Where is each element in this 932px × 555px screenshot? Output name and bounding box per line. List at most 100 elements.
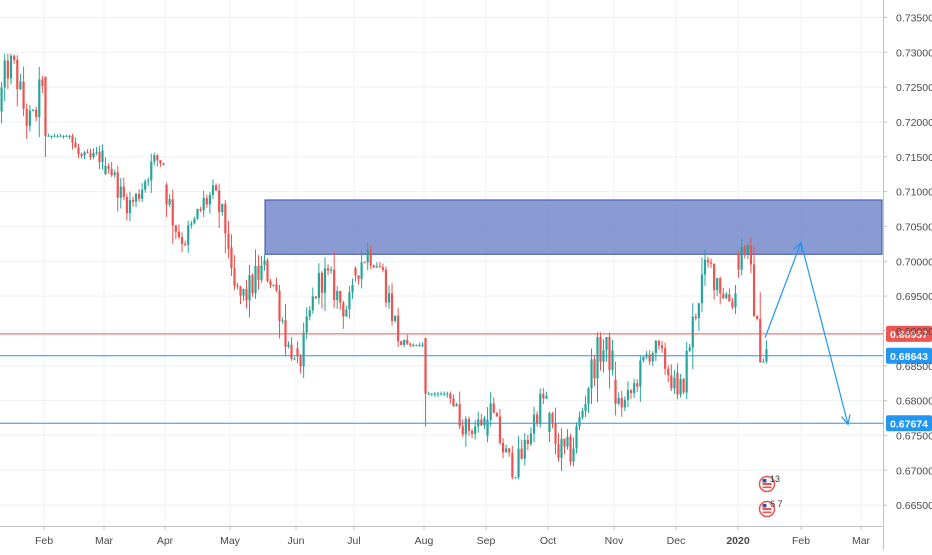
candle: [554, 407, 557, 455]
candle: [348, 285, 351, 319]
event-markers-layer: 13 6 7: [758, 474, 783, 518]
candle: [317, 263, 320, 305]
candle-body: [514, 477, 517, 479]
candle-body: [409, 343, 412, 345]
candle: [731, 297, 734, 310]
candle: [134, 192, 138, 207]
candle-body: [682, 378, 685, 393]
candle-body: [626, 390, 630, 400]
event-marker: 6 7: [758, 499, 783, 518]
candle: [560, 428, 563, 472]
candle-body: [141, 189, 144, 199]
candle: [483, 416, 486, 430]
candle-body: [749, 245, 753, 265]
candle-body: [614, 379, 617, 404]
candle-body: [455, 404, 458, 407]
candle-body: [694, 316, 697, 319]
candle-body: [351, 285, 354, 293]
candle-body: [83, 152, 86, 156]
x-tick-label: Mar: [95, 535, 114, 547]
candle-body: [89, 153, 92, 158]
price-lines-layer: [0, 333, 883, 424]
x-tick-label: Aug: [415, 535, 434, 547]
candle-body: [196, 208, 199, 219]
candle-body: [31, 109, 35, 111]
candle-body: [566, 436, 569, 447]
candle-body: [56, 135, 59, 137]
candle: [323, 257, 327, 312]
candle: [208, 191, 211, 214]
y-tick-label: 0.72000: [896, 117, 932, 129]
candle: [563, 438, 566, 455]
candle: [92, 148, 95, 160]
support-level-1-label-bg: [886, 347, 932, 364]
candle-body: [390, 293, 394, 321]
candle: [759, 292, 762, 363]
candle: [147, 177, 150, 187]
candle-body: [193, 218, 196, 224]
candle-body: [211, 185, 215, 195]
candle-body: [731, 301, 734, 308]
candle: [363, 261, 366, 264]
candle: [486, 407, 489, 443]
candle-body: [208, 194, 211, 205]
y-tick-label: 0.68500: [896, 361, 932, 373]
candle: [740, 238, 743, 276]
current-price-label: 0.68957: [890, 329, 928, 341]
candle: [446, 391, 449, 398]
candle: [676, 363, 679, 400]
candle-body: [245, 288, 248, 301]
candle-body: [474, 426, 477, 434]
candle-body: [269, 281, 272, 286]
candle: [122, 177, 125, 201]
candle: [31, 109, 35, 112]
candle: [284, 304, 287, 356]
candle-body: [393, 315, 397, 321]
candle: [664, 342, 667, 376]
candle: [330, 266, 333, 274]
candle-body: [168, 199, 171, 205]
candle: [449, 391, 452, 404]
candle-body: [147, 180, 150, 182]
candle: [86, 149, 89, 154]
candle-body: [44, 76, 47, 136]
candle: [642, 356, 645, 363]
candle-body: [314, 296, 317, 299]
candle: [80, 152, 83, 159]
candle: [98, 145, 101, 170]
candle-body: [740, 247, 743, 270]
candle-body: [369, 249, 372, 266]
candle-body: [278, 290, 281, 321]
candle-body: [230, 247, 233, 269]
candle-body: [62, 135, 65, 137]
candle: [372, 264, 375, 269]
candle-body: [560, 438, 563, 458]
candle-body: [605, 336, 608, 351]
current-price-label-bg: [886, 325, 932, 342]
candle: [746, 243, 749, 260]
x-tick-label: Feb: [792, 535, 810, 547]
candle-body: [92, 152, 95, 158]
candle-body: [461, 426, 464, 435]
candle-body: [575, 426, 578, 449]
projection-arrowhead-up: [793, 241, 803, 253]
candle-body: [0, 87, 3, 112]
candle: [342, 300, 345, 329]
candle-body: [122, 186, 125, 198]
candle-body: [221, 203, 224, 213]
candle-body: [317, 272, 320, 299]
candle: [239, 285, 242, 305]
candle: [74, 137, 77, 148]
candle: [254, 249, 257, 299]
x-tick-label: Feb: [35, 535, 53, 547]
candle: [110, 162, 113, 177]
candle: [752, 246, 756, 318]
candle-body: [511, 452, 514, 478]
candle-body: [467, 419, 471, 431]
candle: [593, 354, 596, 387]
candle: [83, 150, 86, 160]
candle-body: [107, 165, 110, 169]
x-tick-label: Jul: [347, 535, 360, 547]
